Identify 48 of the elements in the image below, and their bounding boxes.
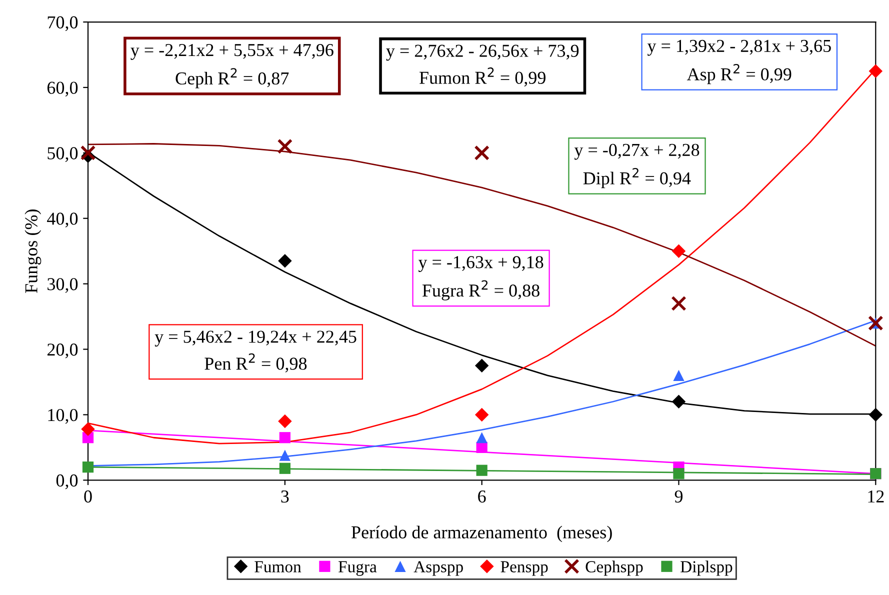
legend-label: Fumon [254,561,302,572]
annotation: y = -2,21x2 + 5,55x + 47,96 Ceph R$^{2}$ = 0,87 [130,44,334,88]
point [476,432,488,444]
point [673,468,684,480]
point [80,145,96,161]
point [672,244,686,258]
y-tick-label: 60,0 [47,82,78,97]
y-tick-label: 50,0 [48,147,78,162]
y-tick-label: 0,0 [56,474,78,490]
x-tick-label: 3 [281,490,289,503]
x-tick-label: 9 [674,490,683,503]
y-tick-label: 70,0 [48,16,78,32]
y-tick-label: 40,0 [47,212,78,228]
x-axis-title: Período de armazenamento (meses) [352,526,612,542]
point [474,145,490,161]
point [868,408,883,422]
legend-label: Cephspp [586,560,643,576]
point [279,432,290,444]
legend-label: Penspp [500,561,548,576]
y-tick-label: 30,0 [48,278,78,293]
x-tick-label: 6 [478,490,486,503]
point [868,64,883,78]
y-tick-label: 20,0 [47,344,78,358]
legend-label: Diplspp [680,560,732,576]
legend-label: Fugra [338,561,377,576]
point [279,450,290,461]
point [672,394,686,408]
annotation: y = 1,39x2 - 2,81x + 3,65 Asp R$^{2}$ = 0,99 [647,40,831,84]
x-tick-label: 12 [868,490,884,502]
annotation: y = 2,76x2 - 26,56x + 73,9 Fumon R$^{2}$ = 0,99 [386,44,579,87]
y-axis-title: Fungos (%) [24,210,42,293]
annotation: y = 5,46x2 - 19,24x + 22,45 Pen R$^{2}$ = 0,98 [154,330,356,372]
annotation: y = -0,27x + 2,28 Dipl R$^{2}$ = 0,94 [574,144,700,188]
point [278,414,292,428]
annotation: y = -1,63x + 9,18 Fugra R$^{2}$ = 0,88 [418,256,544,300]
point [81,422,95,436]
point [277,138,293,154]
point [279,462,290,474]
point [82,462,94,473]
x-tick-label: 0 [84,490,92,503]
y-tick-label: 10,0 [48,408,78,424]
legend-label: Aspspp [414,561,463,576]
point [474,358,489,372]
point [474,408,489,422]
point [673,370,684,381]
point [671,296,686,312]
point [476,464,488,476]
point [278,254,292,268]
